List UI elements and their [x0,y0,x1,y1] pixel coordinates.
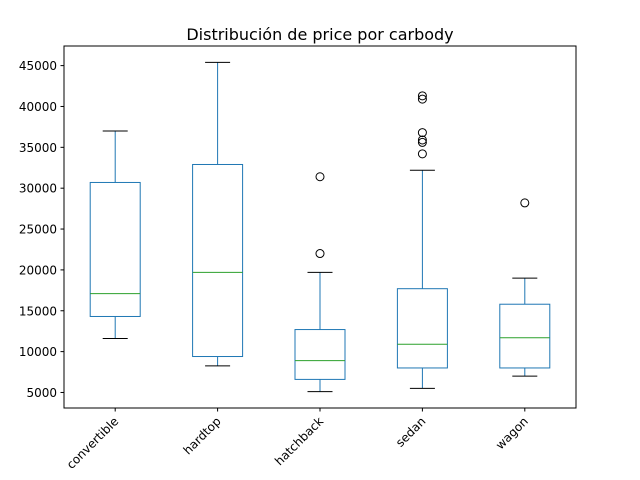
x-tick-label: convertible [64,414,122,472]
y-tick-label: 20000 [19,263,57,277]
box-iqr [192,163,244,358]
box-iqr [89,181,141,317]
outlier-point [417,135,427,145]
x-tick-label: sedan [393,414,429,450]
box-iqr [294,329,346,380]
y-tick-label: 25000 [19,223,57,237]
box-group [396,91,448,389]
outlier-point [417,91,427,101]
outlier-point [315,249,325,259]
x-tick-label: hatchback [272,414,326,468]
box-group [89,130,141,340]
plot-area [89,61,551,393]
box-group [192,61,244,367]
x-axis: convertible hardtop hatchback sedan wagon [64,408,531,472]
box-iqr [396,288,448,369]
y-tick-label: 35000 [19,141,57,155]
box-iqr [499,303,551,369]
x-tick-label: hardtop [181,414,224,457]
box-group [499,198,551,377]
chart-title: Distribución de price por carbody [186,25,453,44]
outlier-point [417,128,427,138]
y-tick-label: 45000 [19,59,57,73]
y-tick-label: 5000 [26,386,57,400]
outlier-point [520,198,530,208]
outlier-point [417,137,427,147]
box-group [294,172,346,393]
y-tick-label: 40000 [19,100,57,114]
outlier-point [417,94,427,104]
plot-frame [63,45,577,409]
outlier-point [315,172,325,182]
outlier-point [417,149,427,159]
y-tick-label: 30000 [19,182,57,196]
y-axis: 5000 10000 15000 20000 25000 30000 35000 40000 4… [19,59,64,400]
y-tick-label: 10000 [19,345,57,359]
x-tick-label: wagon [493,414,531,452]
y-tick-label: 15000 [19,304,57,318]
